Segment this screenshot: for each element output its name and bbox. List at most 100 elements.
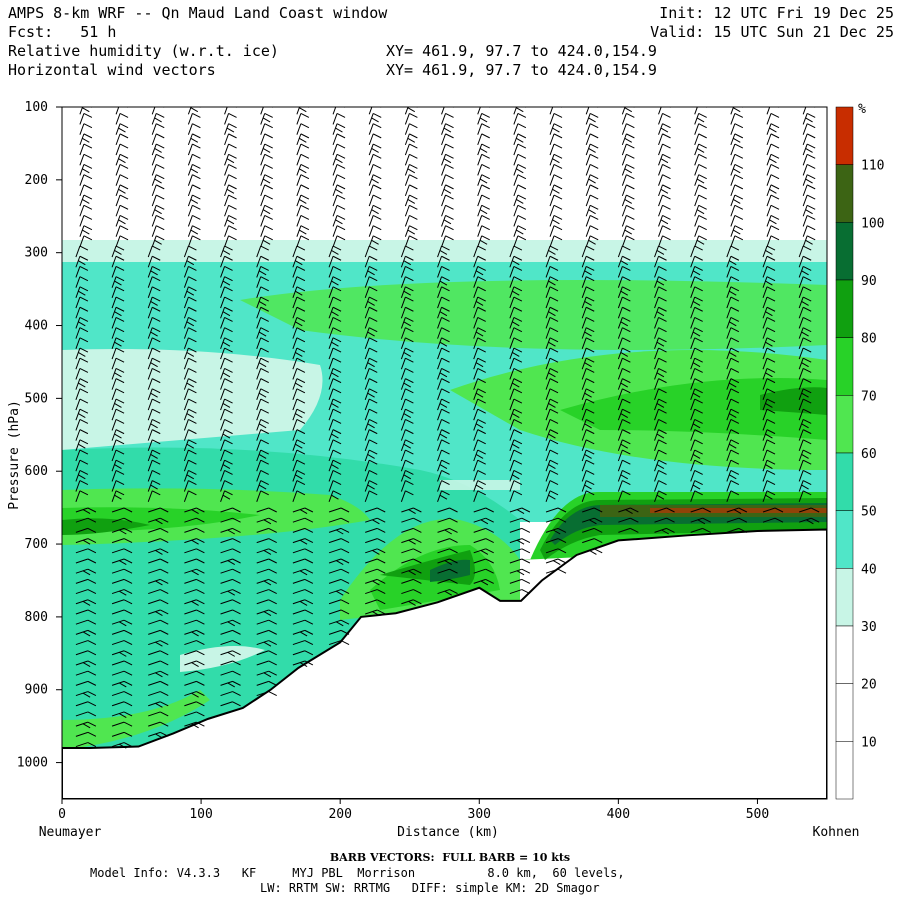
wind-barb: [654, 276, 667, 288]
wind-barb: [473, 347, 486, 360]
x-tick-label: 100: [189, 807, 212, 822]
wind-barb: [220, 670, 241, 676]
wind-barb: [296, 235, 310, 248]
wind-barb: [581, 378, 595, 390]
wind-barb: [654, 408, 667, 421]
wind-barb: [617, 276, 631, 288]
wind-barb: [585, 184, 599, 197]
wind-barb: [762, 266, 776, 278]
wind-barb: [75, 449, 89, 462]
wind-barb: [111, 640, 133, 646]
wind-barb: [75, 398, 89, 411]
wind-barb: [618, 517, 639, 523]
wind-barb: [762, 480, 776, 492]
wind-barb: [183, 306, 197, 319]
wind-barb: [183, 398, 197, 411]
wind-barb: [581, 316, 595, 329]
wind-barb: [151, 107, 165, 115]
wind-barb: [111, 408, 125, 421]
wind-barb: [292, 480, 306, 492]
wind-barb: [147, 255, 161, 268]
wind-barb: [437, 306, 450, 319]
wind-barb: [147, 378, 161, 390]
wind-barb: [437, 568, 458, 574]
wind-barb: [260, 225, 273, 237]
wind-barb: [617, 408, 631, 421]
x-axis-label: Distance (km): [397, 825, 499, 840]
wind-barb: [220, 266, 233, 278]
wind-barb: [220, 357, 233, 370]
wind-barb: [513, 235, 527, 248]
wind-barb: [220, 538, 241, 544]
wind-barb: [617, 388, 631, 400]
wind-barb: [581, 439, 595, 451]
wind-barb: [292, 548, 314, 554]
wind-barb: [111, 527, 133, 535]
wind-barb: [148, 731, 169, 739]
wind-barb: [147, 286, 161, 299]
wind-barb: [184, 599, 205, 606]
wind-barb: [148, 660, 169, 666]
y-tick-label: 1000: [17, 756, 48, 771]
wind-barb: [437, 367, 450, 380]
wind-barb: [509, 306, 523, 319]
wind-barb: [75, 558, 97, 564]
wind-barb: [332, 143, 346, 156]
wind-barb: [437, 327, 450, 339]
wind-barb: [509, 266, 523, 278]
wind-barb: [654, 245, 667, 258]
wind-barb: [184, 619, 205, 625]
wind-barb: [292, 527, 314, 533]
wind-barb: [585, 235, 599, 248]
wind-barb: [332, 123, 346, 135]
wind-barb: [256, 378, 269, 390]
wind-barb: [220, 296, 233, 309]
wind-barb: [400, 276, 414, 288]
wind-barb: [545, 469, 559, 482]
wind-barb: [654, 378, 667, 390]
valid-time: Valid: 15 UTC Sun 21 Dec 25: [650, 23, 894, 41]
wind-barb: [111, 609, 133, 615]
wind-barb: [224, 143, 237, 156]
wind-barb: [368, 107, 382, 115]
wind-barb: [762, 398, 776, 411]
wind-barb: [581, 398, 595, 411]
wind-barb: [332, 113, 346, 125]
wind-barb: [798, 429, 812, 441]
wind-barb: [802, 107, 816, 115]
wind-barb: [585, 133, 599, 146]
wind-barb: [802, 153, 816, 166]
wind-barb: [111, 670, 133, 676]
wind-barb: [292, 568, 314, 576]
wind-barb: [368, 174, 382, 186]
wind-barb: [582, 507, 603, 513]
wind-barb: [332, 215, 346, 227]
wind-barb: [220, 418, 233, 431]
wind-barb: [256, 245, 269, 258]
wind-barb: [726, 316, 740, 329]
wind-barb: [147, 408, 161, 421]
wind-barb: [581, 276, 595, 288]
wind-barb: [111, 701, 133, 707]
wind-barb: [762, 449, 776, 462]
wind-barb: [762, 347, 776, 360]
wind-barb: [581, 306, 595, 319]
wind-barb: [621, 133, 635, 146]
wind-barb: [256, 578, 277, 586]
wind-barb: [368, 184, 382, 197]
wind-barb: [798, 276, 812, 288]
wind-barb: [654, 449, 667, 462]
wind-barb: [75, 742, 97, 748]
wind-barb: [220, 619, 241, 627]
wind-barb: [148, 629, 169, 635]
terrain-mask: [62, 528, 827, 799]
wind-barb: [654, 367, 667, 380]
wind-barb: [658, 184, 671, 197]
wind-barb: [256, 347, 269, 360]
wind-barb: [292, 449, 306, 462]
wind-barb: [654, 439, 667, 451]
wind-barb: [798, 245, 812, 258]
wind-barb: [296, 143, 310, 156]
wind-barb: [256, 589, 277, 595]
wind-barb: [581, 367, 595, 380]
